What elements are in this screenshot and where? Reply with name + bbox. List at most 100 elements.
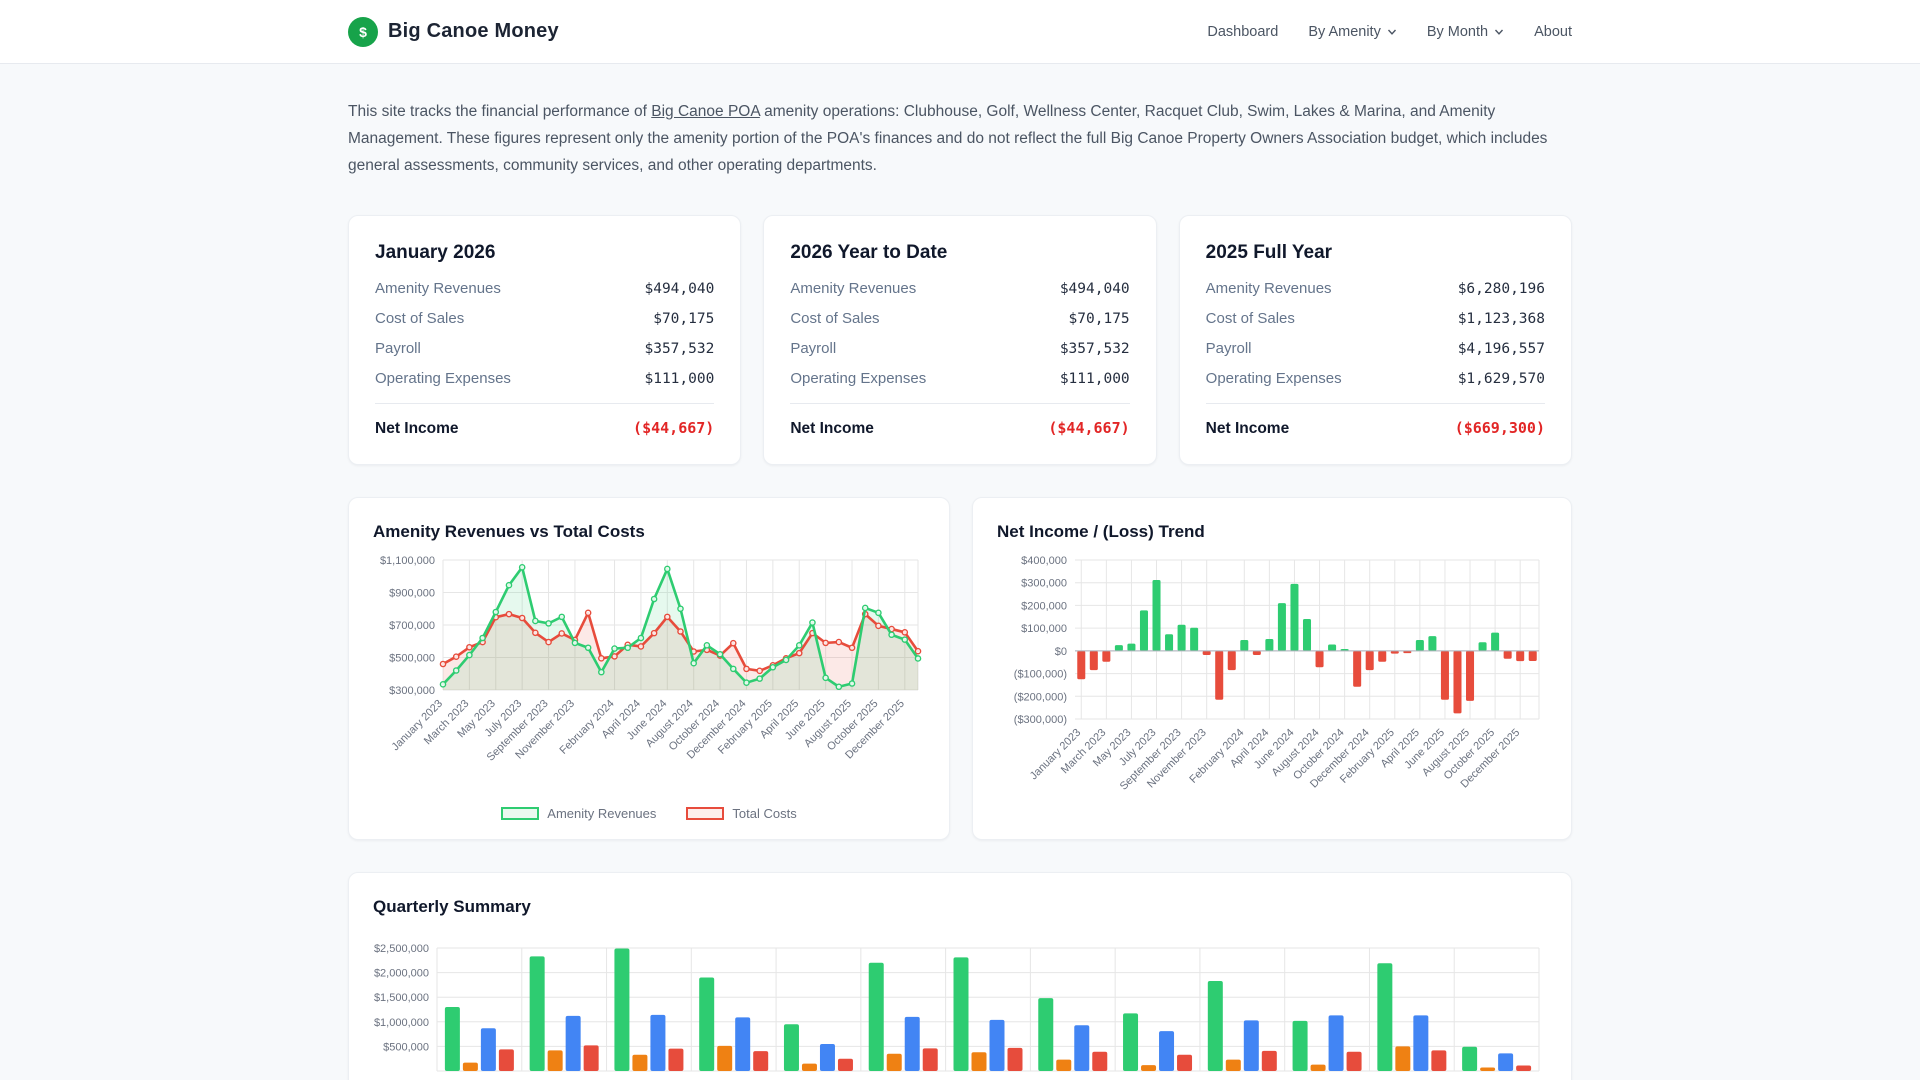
fin-label: Payroll [1205,340,1252,357]
nav-by-amenity[interactable]: By Amenity [1308,24,1397,40]
chart-legend: Amenity Revenues Total Costs [373,806,925,821]
net-income-row: Net Income ($44,667) [375,403,715,438]
svg-text:$100,000: $100,000 [1021,623,1067,635]
fin-value: $111,000 [644,371,715,387]
fin-value: $70,175 [1068,311,1130,327]
intro-paragraph: This site tracks the financial performan… [348,64,1572,179]
net-income-label: Net Income [1205,420,1290,437]
svg-text:$2,000,000: $2,000,000 [374,968,429,980]
fin-label: Amenity Revenues [375,280,501,297]
fin-row: Amenity Revenues $494,040 [375,280,714,297]
svg-text:$200,000: $200,000 [1021,600,1067,612]
fin-row: Cost of Sales $70,175 [790,310,1129,327]
nav-dashboard-label: Dashboard [1207,23,1279,40]
svg-text:$900,000: $900,000 [389,588,435,600]
fin-value: $494,040 [1059,281,1130,297]
svg-text:$400,000: $400,000 [1021,555,1067,567]
fin-label: Payroll [375,340,421,357]
charts-row: Amenity Revenues vs Total Costs $1,100,0… [348,497,1572,840]
svg-text:$300,000: $300,000 [389,685,435,697]
svg-text:$2,500,000: $2,500,000 [374,943,429,955]
svg-text:($200,000): ($200,000) [1014,691,1067,703]
fin-row: Cost of Sales $1,123,368 [1206,310,1545,327]
svg-text:($100,000): ($100,000) [1014,669,1067,681]
card-2026-ytd: 2026 Year to Date Amenity Revenues $494,… [763,215,1157,465]
intro-text-before: This site tracks the financial performan… [348,103,652,120]
fin-label: Payroll [790,340,837,357]
svg-text:$0: $0 [1055,646,1067,658]
svg-text:$500,000: $500,000 [383,1041,429,1053]
net-income-value: ($669,300) [1454,419,1545,437]
net-income-value: ($44,667) [633,419,715,437]
fin-row: Payroll $357,532 [375,340,714,357]
fin-row: Payroll $357,532 [790,340,1129,357]
fin-value: $6,280,196 [1457,281,1545,297]
dollar-logo-icon: $ [348,16,378,47]
chevron-down-icon [1387,29,1396,35]
card-2025-full-year: 2025 Full Year Amenity Revenues $6,280,1… [1178,215,1572,465]
net-income-trend-card: Net Income / (Loss) Trend $400,000 $300,0… [972,497,1572,840]
site-title: Big Canoe Money [388,20,559,42]
card-title: January 2026 [375,242,496,263]
svg-text:$1,000,000: $1,000,000 [374,1017,429,1029]
svg-text:$500,000: $500,000 [389,653,435,665]
top-nav: Dashboard By Amenity By Month About [1207,24,1572,40]
card-january-2026: January 2026 Amenity Revenues $494,040 C… [348,215,742,465]
fin-row: Cost of Sales $70,175 [375,310,714,327]
fin-label: Operating Expenses [790,370,927,387]
nav-about-label: About [1534,23,1572,40]
legend-label: Amenity Revenues [547,806,657,821]
card-title: 2025 Full Year [1205,242,1333,263]
big-canoe-poa-link[interactable]: Big Canoe POA [651,103,760,120]
chevron-down-icon [1495,29,1504,35]
fin-value: $70,175 [653,311,715,327]
net-income-value: ($44,667) [1048,419,1130,437]
legend-item-total-costs[interactable]: Total Costs [686,806,797,821]
card-title: 2026 Year to Date [790,242,948,263]
legend-item-amenity-revenues[interactable]: Amenity Revenues [501,806,656,821]
net-income-trend-chart-canvas: $400,000 $300,000 $200,000 $100,000 $0 ($100,… [997,552,1547,814]
svg-text:$1,100,000: $1,100,000 [380,555,435,567]
summary-cards-row: January 2026 Amenity Revenues $494,040 C… [348,215,1572,465]
nav-about[interactable]: About [1534,24,1572,40]
fin-label: Cost of Sales [1205,310,1295,327]
chart-title: Amenity Revenues vs Total Costs [373,522,645,541]
svg-text:($300,000): ($300,000) [1014,714,1067,726]
net-income-label: Net Income [790,420,874,437]
fin-row: Operating Expenses $1,629,570 [1206,370,1545,387]
nav-by-amenity-label: By Amenity [1308,23,1381,40]
svg-text:$1,500,000: $1,500,000 [374,992,429,1004]
legend-swatch-green [501,807,540,820]
fin-label: Amenity Revenues [790,280,917,297]
nav-dashboard[interactable]: Dashboard [1207,24,1278,40]
intro-text-after: amenity operations: Clubhouse, Golf, Wel… [348,103,1548,174]
net-income-label: Net Income [375,420,459,437]
chart-title: Quarterly Summary [373,897,531,916]
revenues-vs-costs-chart-canvas: $1,100,000 $900,000 $700,000 $500,000 $300,0… [373,552,925,804]
legend-label: Total Costs [732,806,797,821]
fin-row: Operating Expenses $111,000 [375,370,714,387]
svg-text:$700,000: $700,000 [389,620,435,632]
nav-by-month[interactable]: By Month [1427,24,1504,40]
fin-row: Amenity Revenues $6,280,196 [1206,280,1545,297]
fin-value: $4,196,557 [1457,341,1545,357]
fin-row: Operating Expenses $111,000 [790,370,1129,387]
fin-label: Cost of Sales [375,310,465,327]
fin-label: Operating Expenses [375,370,511,387]
main-content: This site tracks the financial performan… [348,64,1572,1080]
brand[interactable]: $ Big Canoe Money [348,16,559,47]
fin-value: $494,040 [644,281,715,297]
fin-label: Operating Expenses [1205,370,1342,387]
fin-value: $111,000 [1059,371,1130,387]
fin-value: $357,532 [1059,341,1130,357]
net-income-row: Net Income ($669,300) [1205,403,1545,438]
app-header: $ Big Canoe Money Dashboard By Amenity B… [0,0,1920,64]
svg-text:$300,000: $300,000 [1021,578,1067,590]
revenues-vs-costs-card: Amenity Revenues vs Total Costs $1,100,0… [348,497,950,840]
fin-label: Amenity Revenues [1205,280,1332,297]
quarterly-summary-card: Quarterly Summary $2,500,000 $2,000,000 $1… [348,872,1572,1080]
fin-row: Payroll $4,196,557 [1206,340,1545,357]
fin-value: $357,532 [644,341,715,357]
fin-value: $1,629,570 [1457,371,1545,387]
net-income-row: Net Income ($44,667) [790,403,1130,438]
